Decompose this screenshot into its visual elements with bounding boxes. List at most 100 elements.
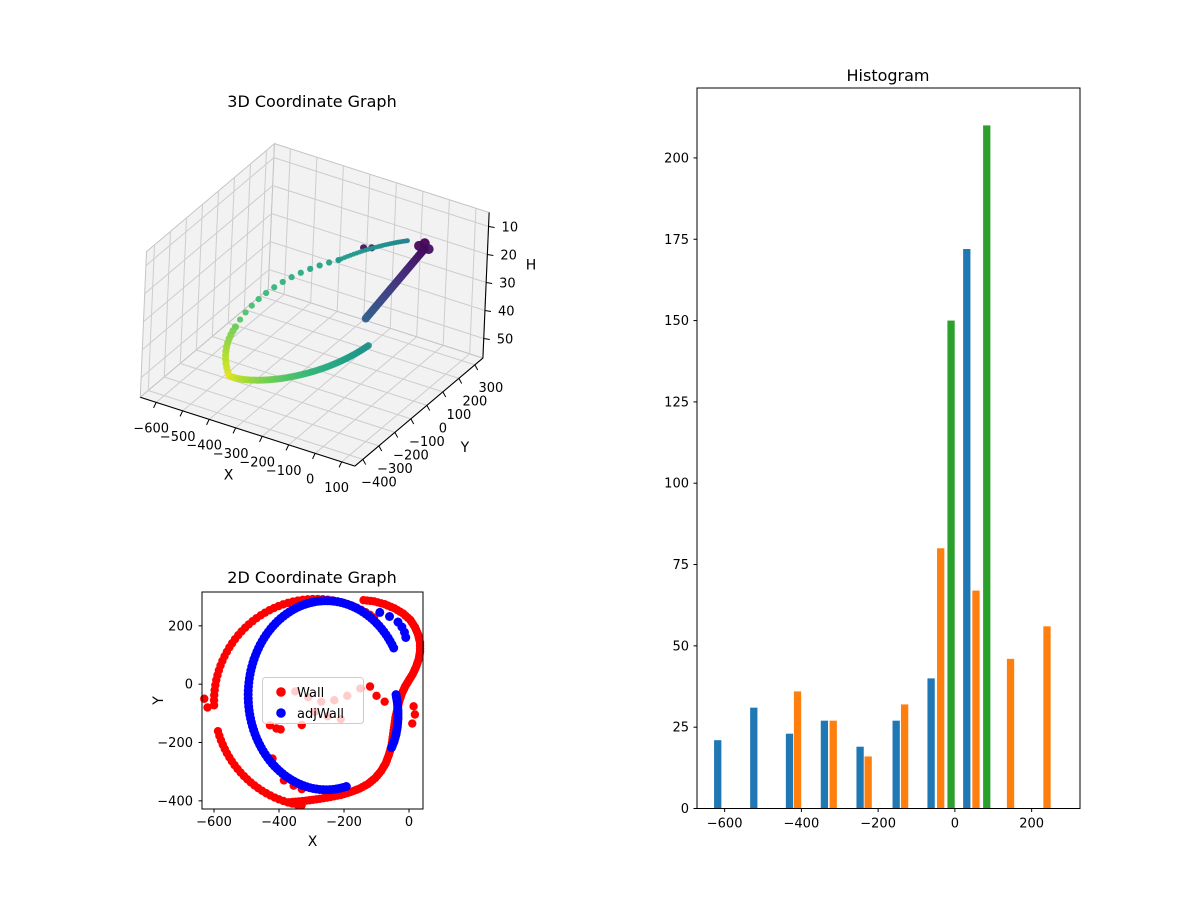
series-blue-bar (750, 707, 758, 809)
histogram-title: Histogram (846, 66, 930, 85)
y-tick-label-3d: −400 (361, 475, 397, 490)
grid-or-axis-line (164, 376, 380, 447)
x-axis-label-2d: X (308, 834, 318, 850)
series-orange-bar (900, 704, 909, 809)
y-tick-label-hist: 125 (664, 395, 689, 410)
scatter3d-point (326, 259, 333, 266)
y-tick-label-2d: −200 (157, 736, 193, 751)
z-tick-label-3d: 50 (497, 333, 514, 348)
grid-or-axis-line (312, 453, 316, 460)
adjwall-scatter-point (385, 612, 395, 621)
grid-or-axis-line (426, 405, 431, 411)
wall-scatter-point (410, 710, 420, 719)
scatter-3d-trajectory (221, 238, 434, 384)
wall-scatter-point (200, 694, 209, 703)
grid-or-axis-line (196, 349, 412, 420)
z-tick-label-3d: 30 (499, 277, 516, 292)
x-tick-label-2d: −600 (196, 815, 232, 830)
x-tick-label-hist: −400 (784, 817, 820, 832)
grid-or-axis-line (288, 336, 417, 446)
series-orange-bar (972, 590, 980, 809)
grid-or-axis-line (206, 419, 210, 426)
series-blue-bar (963, 249, 971, 809)
grid-or-axis-line (145, 157, 275, 267)
scatter3d-point (364, 342, 372, 350)
grid-or-axis-line (474, 364, 479, 371)
scatter3d-point (288, 274, 295, 281)
adjwall-scatter (243, 596, 411, 795)
grid-or-axis-line (243, 163, 251, 310)
wall-scatter-point (408, 719, 417, 728)
legend-box (262, 677, 364, 724)
grid-or-axis-line (227, 177, 235, 324)
grid-or-axis-line (272, 185, 488, 255)
grid-or-axis-line (179, 217, 187, 364)
y-tick-label-3d: 100 (446, 408, 471, 423)
grid-or-axis-line (310, 157, 318, 303)
y-tick-label-3d: 0 (439, 421, 447, 436)
grid-or-axis-line (482, 212, 490, 359)
wall-scatter-point (203, 703, 212, 712)
series-orange (793, 548, 1051, 809)
grid-or-axis-line (180, 363, 396, 433)
x-tick-label-3d: −200 (239, 455, 275, 470)
plot3d-title: 3D Coordinate Graph (227, 92, 397, 111)
wall-scatter-point (380, 697, 389, 706)
grid-or-axis-line (273, 157, 489, 227)
x-tick-label-2d: 0 (405, 815, 413, 830)
y-tick-label-3d: 300 (478, 381, 503, 396)
legend-label-Wall: Wall (297, 686, 324, 701)
h-axis-label-3d: H (526, 257, 537, 273)
grid-or-axis-line (486, 282, 493, 284)
wall-scatter-point (365, 682, 375, 691)
grid-or-axis-line (195, 204, 203, 351)
grid-or-axis-line (232, 427, 237, 434)
grid-or-axis-line (244, 309, 460, 379)
grid-or-axis-line (143, 213, 272, 323)
y-tick-label-hist: 0 (681, 802, 689, 817)
grid-or-axis-line (469, 208, 477, 354)
grid-or-axis-line (283, 148, 291, 295)
grid-or-axis-line (260, 295, 476, 366)
scatter3d-point (263, 289, 270, 297)
grid-or-axis-line (410, 418, 415, 425)
grid-or-axis-line (458, 378, 463, 384)
grid-or-axis-line (354, 357, 484, 467)
y-axis-label-2d: Y (151, 696, 167, 706)
adjwall-scatter-point (375, 607, 385, 617)
x-tick-label-hist: 0 (951, 817, 959, 832)
scatter3d-point (248, 302, 255, 309)
grid-or-axis-line (487, 254, 494, 256)
series-orange-bar (829, 720, 837, 809)
histogram-bars (714, 125, 1051, 809)
x-tick-label-3d: 100 (324, 481, 349, 496)
adjwall-scatter-point (341, 782, 351, 792)
y-tick-label-hist: 175 (664, 233, 689, 248)
grid-or-axis-line (488, 226, 495, 228)
adjwall-scatter-point (386, 743, 396, 753)
grid-or-axis-line (211, 190, 219, 337)
legend-2d: Wall adjWall (262, 677, 364, 724)
scatter3d-point (279, 278, 286, 286)
axes-box-histogram (696, 87, 1081, 809)
grid-or-axis-line (155, 293, 285, 403)
grid-or-axis-line (416, 191, 424, 337)
y-tick-label-hist: 50 (672, 639, 689, 654)
grid-or-axis-line (153, 402, 157, 409)
grid-or-axis-line (141, 241, 271, 351)
y-tick-label-hist: 150 (664, 314, 689, 329)
scatter3d-point (361, 314, 370, 323)
grid-or-axis-line (484, 310, 492, 312)
y-tick-label-hist: 75 (672, 558, 689, 573)
wall-scatter-point (209, 701, 219, 710)
grid-or-axis-line (179, 410, 184, 417)
grid-or-axis-line (314, 344, 444, 454)
scatter3d-point (307, 265, 314, 272)
scatter3d-point (236, 316, 244, 323)
grid-or-axis-line (259, 150, 267, 297)
x-tick-label-hist: −200 (860, 817, 896, 832)
scatter3d-point (255, 296, 262, 303)
